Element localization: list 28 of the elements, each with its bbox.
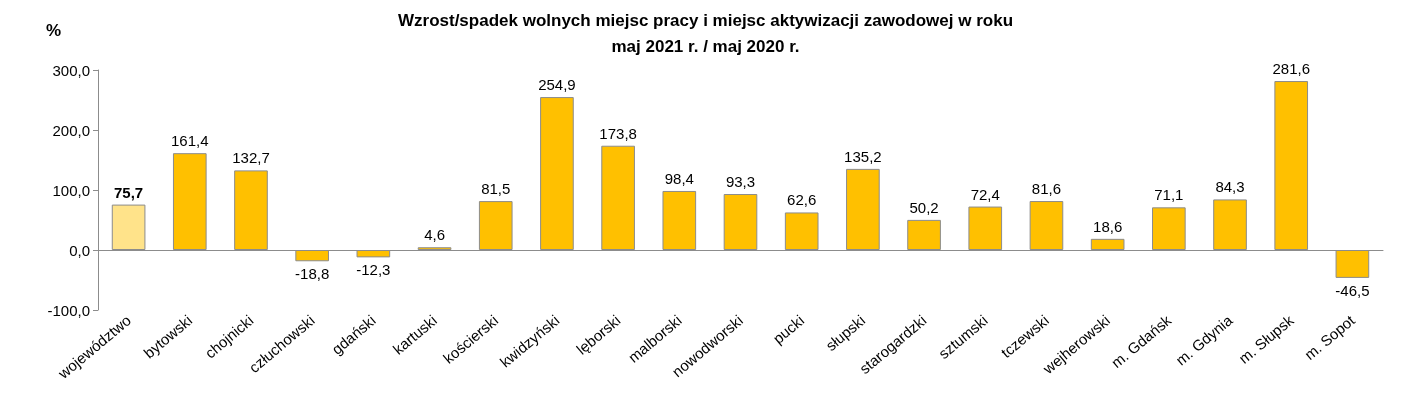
chart-title: Wzrost/spadek wolnych miejsc pracy i miejsc aktywizacji zawodowej w roku maj 2021 r. / maj 2020 r. bbox=[397, 10, 1014, 56]
data-label: -18,8 bbox=[295, 265, 330, 283]
data-label: 4,6 bbox=[424, 226, 445, 244]
data-label: 132,7 bbox=[232, 149, 270, 167]
data-label: 93,3 bbox=[725, 173, 756, 191]
y-axis-title: % bbox=[46, 21, 62, 40]
data-label: 173,8 bbox=[599, 124, 637, 142]
data-label: 135,2 bbox=[844, 147, 882, 165]
data-label: 50,2 bbox=[909, 198, 939, 216]
y-tick-label: 0,0 bbox=[69, 241, 90, 259]
y-tick-label: 100,0 bbox=[52, 181, 90, 199]
data-label: 75,7 bbox=[113, 183, 144, 201]
data-label: 84,3 bbox=[1215, 178, 1245, 196]
data-label: 161,4 bbox=[171, 132, 209, 150]
data-label: 72,4 bbox=[970, 185, 1000, 203]
data-label: 81,6 bbox=[1031, 180, 1062, 198]
data-label: -46,5 bbox=[1335, 281, 1370, 299]
data-label: 62,6 bbox=[787, 191, 817, 209]
data-label: 18,6 bbox=[1093, 217, 1123, 235]
data-label: -12,3 bbox=[356, 261, 391, 279]
data-label: 81,5 bbox=[481, 180, 511, 198]
data-label: 281,6 bbox=[1272, 60, 1310, 78]
y-tick-label: 300,0 bbox=[52, 61, 90, 79]
data-label: 98,4 bbox=[664, 169, 694, 187]
y-tick-label: -100,0 bbox=[47, 301, 90, 319]
y-tick-label: 200,0 bbox=[52, 121, 90, 139]
data-label: 71,1 bbox=[1154, 186, 1184, 204]
data-label: 254,9 bbox=[538, 76, 576, 94]
